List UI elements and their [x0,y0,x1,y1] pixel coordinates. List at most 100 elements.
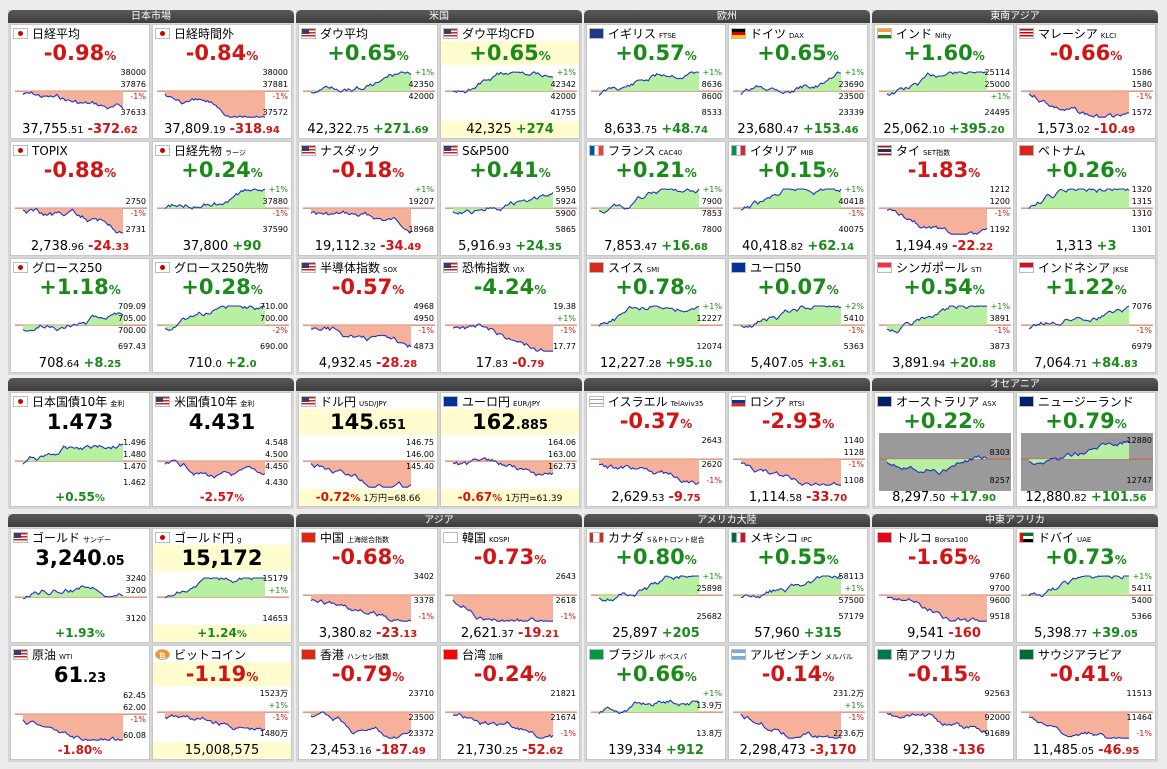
card-title[interactable]: トルコ Borsa100 [877,530,1011,546]
market-card[interactable]: シンガポール STI +0.54% +1% 3891 -1% 3873 3,891.94 +20… [874,258,1014,373]
card-title[interactable]: 原油 WTI [13,647,147,663]
market-card[interactable]: ダウ平均 +0.65% +1% 42350 42000 42,322.75 +271.69 [298,24,438,139]
market-card[interactable]: インドネシア JKSE +1.22% 7076 -1% 6979 7,064.71 +84.8… [1016,258,1156,373]
card-title[interactable]: ダウ平均CFD [443,26,577,42]
market-card[interactable]: インド Nifty +1.60% 25114 25000 +1% 24495 25,062.1… [874,24,1014,139]
card-title[interactable]: 韓国 KOSPI [443,530,577,546]
market-card[interactable]: イギリス FTSE +0.57% +1% 8636 8600 8533 8,633.75 +48… [586,24,726,139]
market-card[interactable]: ダウ平均CFD +0.65% +1% 42342 42000 41755 42,325 +27… [440,24,580,139]
market-card[interactable]: 台湾 加権 -0.24% 21821 21674 -1% 21,730.25 -52.62 [440,645,580,760]
market-card[interactable]: オーストラリア ASX +0.22% 8303 8257 8,297.50 +17.90 [874,392,1014,507]
market-card[interactable]: ブラジル ボベスパ +0.66% +1% 13.9万 13.8万 139,334 +912 [586,645,726,760]
market-card[interactable]: サウジアラビア -0.41% 11513 11464 -1% 11,485.05 -46.9… [1016,645,1156,760]
card-title[interactable]: シンガポール STI [877,260,1011,276]
card-title[interactable]: イギリス FTSE [589,26,723,42]
market-card[interactable]: ゴールド サンデー 3,240.05 3240 3200 3120 +1.93% [10,528,150,643]
market-card[interactable]: グロース250先物 +0.28% 710.00 700.00 -2% 690.00 710.… [152,258,292,373]
market-card[interactable]: イスラエル TelAviv35 -0.37% 2643 2620 -1% 2,629.53-… [586,392,726,507]
card-title[interactable]: イタリア MIB [731,143,865,159]
card-title[interactable]: ロシア RTSI [731,394,865,410]
card-title[interactable]: 南アフリカ [877,647,1011,663]
market-card[interactable]: トルコ Borsa100 -1.65% 9760 9700 9600 9518 9,541 -1… [874,528,1014,643]
card-title[interactable]: 日本国債10年 金利 [13,394,147,410]
card-title[interactable]: イスラエル TelAviv35 [589,394,723,410]
card-title[interactable]: タイ SET指数 [877,143,1011,159]
card-title[interactable]: ブラジル ボベスパ [589,647,723,663]
change-percent: +0.78% [615,275,697,299]
card-title[interactable]: ダウ平均 [301,26,435,42]
market-card[interactable]: 日経平均 -0.98% 38000 37876 -1% 37633 37,755.51 -37… [10,24,150,139]
market-card[interactable]: 日経時間外 -0.84% 38000 37881 -1% 37572 37,809.19 -3… [152,24,292,139]
card-title[interactable]: カナダ S＆Pトロント総合 [589,530,723,546]
card-title[interactable]: ゴールド サンデー [13,530,147,546]
card-title[interactable]: TOPIX [13,143,147,159]
card-title[interactable]: オーストラリア ASX [877,394,1011,410]
card-title[interactable]: ユーロ円 EUR/JPY [443,394,577,410]
change-percent-value: -0.68 [331,545,393,569]
market-card[interactable]: 中国 上海総合指数 -0.68% 3402 3378 -1% 3,380.82 -23.13 [298,528,438,643]
card-title[interactable]: ドル円 USD/JPY [301,394,435,410]
card-title[interactable]: 香港 ハンセン指数 [301,647,435,663]
market-card[interactable]: アルゼンチン メルバル -0.14% 231.2万 +1% -1% 223.6万 2,298,… [728,645,868,760]
card-title[interactable]: インドネシア JKSE [1019,260,1153,276]
market-card[interactable]: 韓国 KOSPI -0.73% 2643 2618 -1% 2,621.37 -19.21 [440,528,580,643]
market-card[interactable]: 南アフリカ -0.15% 92563 92000 91689 92,338 -136 [874,645,1014,760]
card-title[interactable]: ナスダック [301,143,435,159]
market-card[interactable]: ドバイ UAE +0.73% +1% 5411 5400 5366 5,398.77 +39.0… [1016,528,1156,643]
card-title[interactable]: S&P500 [443,143,577,159]
sparkline-line [164,577,266,599]
market-card[interactable]: ゴールド円 g 15,172 15179 +1% 14653 +1.24% [152,528,292,643]
market-card[interactable]: 日本国債10年 金利 1.473 1.496 1.480 1.470 1.462 +0.55% [10,392,150,507]
card-title[interactable]: 日経時間外 [155,26,289,42]
sparkline-chart: 1.496 1.480 1.470 1.462 [15,438,147,487]
card-title[interactable]: 日経平均 [13,26,147,42]
market-card[interactable]: マレーシア KLCI -0.66% 1586 1580 -1% 1572 1,573.02 -1… [1016,24,1156,139]
market-card[interactable]: カナダ S＆Pトロント総合 +0.80% +1% 25898 25682 25,897 +20… [586,528,726,643]
market-card[interactable]: ナスダック -0.18% +1% 19207 18968 19,112.32 -34.49 [298,141,438,256]
market-card[interactable]: 日経先物 ラージ +0.24% +1% 37880 -1% 37590 37,800 +90 [152,141,292,256]
market-card[interactable]: ニュージーランド +0.79% 12880 12747 12,880.82 +101.56 [1016,392,1156,507]
market-card[interactable]: ユーロ円 EUR/JPY 162.885 164.06 163.00 162.73 -0.6… [440,392,580,507]
market-card[interactable]: フランス CAC40 +0.21% +1% 7900 7853 7800 7,853.47 +1… [586,141,726,256]
card-title[interactable]: メキシコ IPC [731,530,865,546]
market-card[interactable]: グロース250 +1.18% 709.09 705.00 700.00 697.43 708… [10,258,150,373]
market-card[interactable]: 香港 ハンセン指数 -0.79% 23710 23500 23372 23,453.16 -1… [298,645,438,760]
card-title[interactable]: ベトナム [1019,143,1153,159]
market-card[interactable]: 半導体指数 SOX -0.57% 4968 4950 -1% 4873 4,932.45 -28… [298,258,438,373]
card-title[interactable]: ₿ ビットコイン [155,647,289,663]
market-card[interactable]: メキシコ IPC +0.55% 58113 +1% 57500 57179 57,960 +31… [728,528,868,643]
market-card[interactable]: ドル円 USD/JPY 145.651 146.75 146.00 145.40 -0.72… [298,392,438,507]
card-title[interactable]: 中国 上海総合指数 [301,530,435,546]
market-card[interactable]: タイ SET指数 -1.83% 1212 1200 -1% 1192 1,194.49 -22.… [874,141,1014,256]
card-title[interactable]: ドバイ UAE [1019,530,1153,546]
market-card[interactable]: ベトナム +0.26% 1320 1315 1310 1301 1,313 +3 [1016,141,1156,256]
market-card[interactable]: 原油 WTI 61.23 62.45 62.00 -1% 60.08 -1.80% [10,645,150,760]
card-title[interactable]: フランス CAC40 [589,143,723,159]
card-title[interactable]: 台湾 加権 [443,647,577,663]
card-title[interactable]: ユーロ50 [731,260,865,276]
card-title[interactable]: グロース250先物 [155,260,289,276]
market-card[interactable]: ロシア RTSI -2.93% 1140 1128 -1% 1108 1,114.58 -33.… [728,392,868,507]
card-title[interactable]: アルゼンチン メルバル [731,647,865,663]
market-card[interactable]: TOPIX -0.88% 2750 -1% 2731 2,738.96 -24.33 [10,141,150,256]
market-card[interactable]: 米国債10年 金利 4.431 4.548 4.500 4.450 4.430 -2.57% [152,392,292,507]
market-card[interactable]: S&P500 +0.41% 5950 5924 5900 5865 5,916.93 +24.… [440,141,580,256]
card-title[interactable]: スイス SMI [589,260,723,276]
card-title[interactable]: サウジアラビア [1019,647,1153,663]
market-card[interactable]: ₿ ビットコイン -1.19% 1523万 +1% -1% 1480万 15,008,575 [152,645,292,760]
card-title[interactable]: 日経先物 ラージ [155,143,289,159]
market-card[interactable]: イタリア MIB +0.15% +1% 40418 -1% 40075 40,418.82 +6… [728,141,868,256]
card-title[interactable]: ドイツ DAX [731,26,865,42]
market-card[interactable]: ドイツ DAX +0.65% +1% 23690 23500 23339 23,680.47 +… [728,24,868,139]
card-title[interactable]: グロース250 [13,260,147,276]
card-title[interactable]: インド Nifty [877,26,1011,42]
market-card[interactable]: ユーロ50 +0.07% +2% 5410 -1% 5363 5,407.05 +3.61 [728,258,868,373]
card-title[interactable]: ニュージーランド [1019,394,1153,410]
card-title[interactable]: 半導体指数 SOX [301,260,435,276]
card-title[interactable]: 恐怖指数 VIX [443,260,577,276]
card-title[interactable]: マレーシア KLCI [1019,26,1153,42]
market-card[interactable]: スイス SMI +0.78% +1% 12227 12074 12,227.28 +95.10 [586,258,726,373]
market-card[interactable]: 恐怖指数 VIX -4.24% 19.38 +1% -1% 17.77 17.83 -0.79 [440,258,580,373]
card-title[interactable]: ゴールド円 g [155,530,289,546]
card-title[interactable]: 米国債10年 金利 [155,394,289,410]
